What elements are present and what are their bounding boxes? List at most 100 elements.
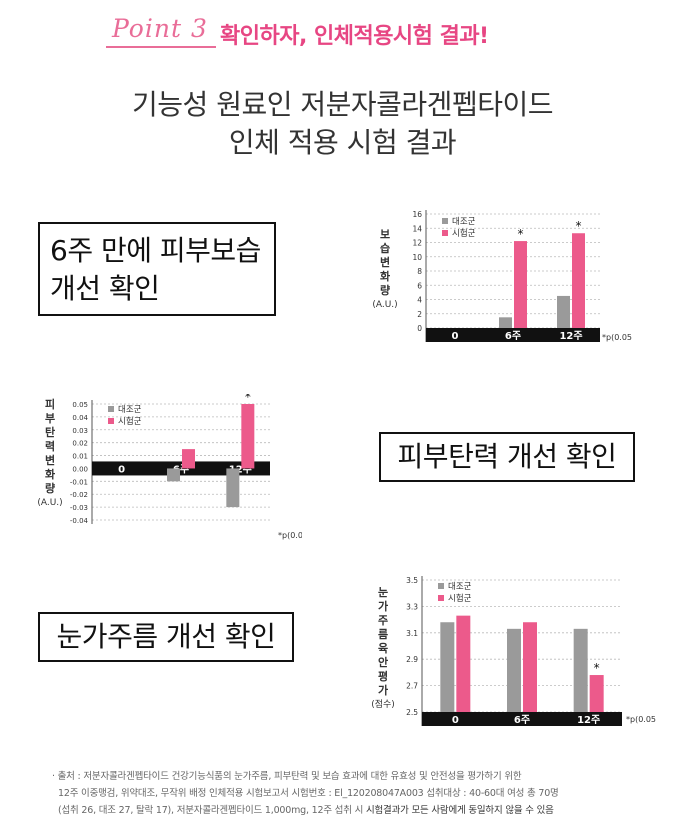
y-tick-label: 12: [412, 239, 422, 248]
ylabel-char: 습: [379, 242, 391, 255]
y-tick-label: 0.01: [72, 453, 88, 461]
ylabel-char: 부: [44, 412, 56, 425]
ylabel-char: 름: [377, 628, 389, 641]
footnote-line2: 12주 이중맹검, 위약대조, 무작위 배정 인체적용 시험보고서 시험번호 :…: [58, 788, 559, 799]
ylabel-char: 화: [379, 270, 391, 283]
y-tick-label: 2.7: [406, 682, 418, 691]
bar-control: [573, 628, 588, 712]
significance-star: *: [245, 394, 251, 404]
significance-star: *: [576, 219, 582, 233]
y-tick-label: -0.01: [70, 478, 88, 486]
elasticity-chart: 0.05 0.04 0.03 0.02 0.01 0.00 -0.01 -0.02 -0.03 -…: [62, 394, 302, 544]
x-tick-label: 12주: [577, 714, 600, 726]
bar-control: [226, 468, 240, 508]
x-tick-label: 0: [452, 331, 459, 342]
y-tick-label: 0.04: [72, 414, 88, 422]
legend-label: 대조군: [118, 405, 142, 415]
legend-label: 대조군: [448, 582, 472, 592]
elasticity-label: 피부탄력 개선 확인: [379, 432, 635, 482]
y-tick-label: -0.02: [70, 491, 88, 499]
footnote-line3-b: 시험결과가 모든 사람에게 동일하지 않을 수 있음: [365, 805, 554, 816]
y-tick-label: -0.03: [70, 504, 88, 512]
ylabel-char: 량: [379, 284, 391, 297]
y-tick-label: 4: [417, 296, 422, 305]
ylabel-char: 피: [44, 398, 56, 411]
category-axis-band: [92, 461, 270, 476]
footnote-line3-a: (섭취 26, 대조 27, 탈락 17), 저분자콜라겐펩타이드 1,000m…: [58, 805, 366, 816]
legend-swatch: [108, 418, 114, 424]
x-tick-label: 6주: [505, 330, 521, 342]
significance-star: *: [518, 227, 524, 241]
legend-swatch: [438, 583, 444, 589]
bar-test: [241, 404, 255, 469]
y-tick-label: 3.3: [406, 602, 418, 611]
y-tick-label: 6: [417, 281, 422, 290]
category-axis-band: [426, 328, 600, 342]
p-value-note: *p(0.05: [278, 531, 302, 540]
y-tick-label: 14: [412, 224, 422, 233]
moisture-label-line1: 6주 만에 피부보습: [50, 234, 261, 267]
y-tick-label: 10: [412, 253, 422, 262]
y-tick-label: 0.03: [72, 427, 88, 435]
ylabel-char: 가: [377, 684, 389, 697]
legend-swatch: [108, 406, 114, 412]
main-title-line2: 인체 적용 시험 결과: [228, 126, 457, 159]
legend-swatch: [442, 218, 448, 224]
bar-control: [440, 622, 455, 712]
ylabel-unit: (점수): [371, 700, 395, 710]
legend-label: 시험군: [448, 594, 472, 604]
footnote: · 출처 : 저분자콜라겐펩타이드 건강기능식품의 눈가주름, 피부탄력 및 보…: [52, 768, 652, 819]
y-tick-label: 0.05: [72, 401, 88, 409]
ylabel-unit: (A.U.): [37, 498, 63, 508]
legend-swatch: [438, 595, 444, 601]
y-tick-label: 0: [417, 324, 422, 333]
point-label: Point 3: [112, 14, 208, 43]
y-tick-label: 3.1: [406, 629, 418, 638]
main-title: 기능성 원료인 저분자콜라겐펩타이드 인체 적용 시험 결과: [0, 86, 685, 162]
ylabel-char: 안: [377, 656, 389, 669]
point-header: Point 3 확인하자, 인체적용시험 결과!: [0, 6, 685, 56]
wrinkle-chart: 3.5 3.3 3.1 2.9 2.7 2.5 0 6주 12주 * 대조군 시험군 *p(0.05: [392, 572, 670, 732]
bar-test: [523, 622, 537, 712]
ylabel-char: 육: [377, 642, 389, 655]
p-value-note: *p(0.05: [626, 715, 656, 724]
y-tick-label: 2: [417, 310, 422, 319]
y-tick-label: 0.02: [72, 440, 88, 448]
ylabel-char: 가: [377, 600, 389, 613]
p-value-note: *p(0.05: [602, 333, 632, 342]
bar-test: [514, 241, 527, 328]
bar-control: [167, 468, 180, 482]
bar-test: [182, 449, 195, 469]
bar-test: [456, 615, 471, 712]
y-tick-label: 2.5: [406, 708, 418, 717]
ylabel-char: 량: [44, 482, 56, 495]
ylabel-char: 주: [377, 614, 389, 627]
main-title-line1: 기능성 원료인 저분자콜라겐펩타이드: [132, 88, 553, 121]
footnote-line1: · 출처 : 저분자콜라겐펩타이드 건강기능식품의 눈가주름, 피부탄력 및 보…: [52, 771, 522, 782]
x-tick-label: 6주: [514, 714, 530, 726]
ylabel-char: 탄: [44, 426, 56, 439]
bar-test: [589, 675, 604, 712]
point-title: 확인하자, 인체적용시험 결과!: [220, 24, 489, 49]
footnote-line3: (섭취 26, 대조 27, 탈락 17), 저분자콜라겐펩타이드 1,000m…: [52, 802, 652, 819]
moisture-label: 6주 만에 피부보습 개선 확인: [38, 222, 276, 316]
wrinkle-chart-ylabel: 눈 가 주 름 육 안 평 가 (점수): [366, 586, 400, 712]
bar-control: [499, 317, 512, 328]
x-tick-label: 0: [118, 464, 125, 475]
legend-label: 시험군: [118, 417, 142, 427]
y-tick-label: -0.04: [70, 517, 89, 525]
ylabel-char: 화: [44, 468, 56, 481]
moisture-chart-ylabel: 보 습 변 화 량 (A.U.): [362, 228, 408, 312]
ylabel-char: 변: [379, 256, 391, 269]
wrinkle-label: 눈가주름 개선 확인: [38, 612, 294, 662]
legend-label: 시험군: [452, 229, 476, 239]
legend-label: 대조군: [452, 217, 476, 227]
moisture-label-line2: 개선 확인: [50, 272, 160, 305]
ylabel-unit: (A.U.): [372, 300, 398, 310]
bar-control: [557, 295, 570, 328]
ylabel-char: 력: [44, 440, 56, 453]
ylabel-char: 변: [44, 454, 56, 467]
y-tick-label: 2.9: [406, 655, 418, 664]
